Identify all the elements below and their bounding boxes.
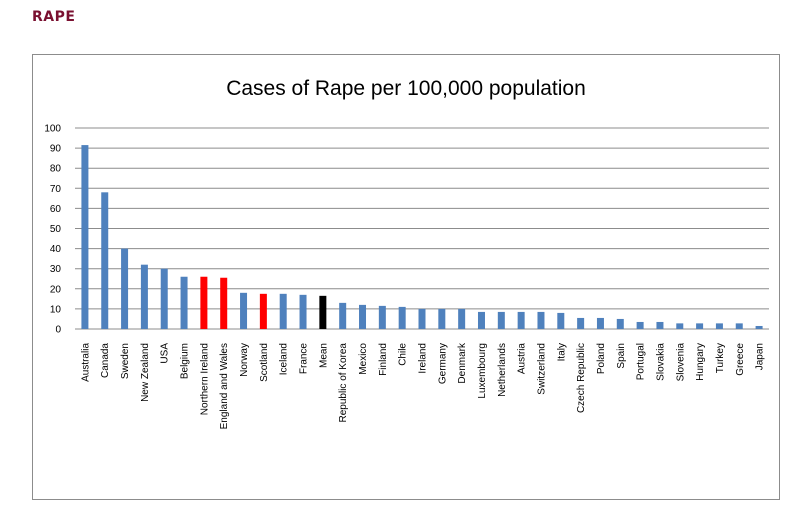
y-tick-label: 50 (50, 224, 62, 235)
x-tick-label: Czech Republic (576, 343, 587, 413)
bar-japan (755, 325, 763, 329)
bar-sweden (121, 248, 129, 329)
x-tick-label: Luxembourg (477, 343, 488, 399)
bar-new-zealand (140, 264, 148, 329)
x-tick-label: New Zealand (140, 343, 151, 402)
bar-mexico (359, 304, 367, 329)
bar-finland (378, 305, 386, 329)
y-tick-label: 80 (50, 164, 62, 175)
x-tick-label: Mexico (358, 343, 369, 375)
bar-iceland (279, 293, 287, 329)
y-tick-label: 100 (44, 124, 61, 135)
bar-austria (517, 311, 525, 329)
x-tick-label: Slovakia (655, 343, 666, 381)
y-axis-tick-labels: 0 10 20 30 40 50 60 70 80 90 100 (44, 124, 61, 336)
bar-hungary (696, 323, 704, 329)
x-tick-label: Italy (556, 343, 567, 361)
bar-republic-of-korea (339, 302, 347, 329)
x-tick-label: Ireland (418, 343, 429, 374)
bar-england-and-wales (220, 277, 228, 329)
bars (81, 145, 763, 329)
bar-norway (240, 292, 248, 329)
bar-germany (438, 308, 446, 329)
x-tick-label: Norway (239, 343, 250, 377)
x-tick-label: Finland (378, 343, 389, 376)
x-tick-label: Mean (318, 343, 329, 368)
bar-slovenia (676, 323, 684, 329)
x-tick-label: Canada (100, 343, 111, 378)
y-tick-label: 20 (50, 284, 62, 295)
x-tick-label: Germany (437, 343, 448, 384)
x-tick-label: USA (160, 343, 171, 364)
bar-mean (319, 295, 327, 329)
x-tick-label: Sweden (120, 343, 131, 379)
x-tick-label: Turkey (715, 343, 726, 373)
bar-italy (557, 312, 565, 329)
x-tick-label: Greece (735, 343, 746, 376)
x-tick-label: Belgium (180, 343, 191, 379)
bar-luxembourg (477, 311, 485, 329)
y-tick-label: 70 (50, 184, 62, 195)
bar-ireland (418, 308, 426, 329)
bar-scotland (259, 293, 267, 329)
x-tick-label: Denmark (457, 342, 468, 384)
x-axis-tick-labels: Australia Canada Sweden New Zealand USA Belgi… (80, 342, 765, 429)
y-tick-label: 10 (50, 304, 62, 315)
x-tick-label: Austria (517, 343, 528, 375)
bar-australia (81, 145, 89, 329)
chart-frame: Cases of Rape per 100,000 population 0 10… (32, 54, 780, 500)
y-tick-label: 30 (50, 264, 62, 275)
x-tick-label: Scotland (259, 343, 270, 382)
x-tick-label: Hungary (695, 343, 706, 381)
x-tick-label: Poland (596, 343, 607, 374)
x-tick-label: England and Wales (219, 343, 230, 429)
y-tick-label: 90 (50, 144, 62, 155)
x-tick-label: Netherlands (497, 343, 508, 397)
bar-greece (735, 323, 743, 329)
bar-spain (616, 318, 624, 329)
y-tick-label: 40 (50, 244, 62, 255)
x-tick-label: France (299, 343, 310, 375)
bar-switzerland (537, 311, 545, 329)
bar-canada (101, 192, 109, 329)
bar-turkey (715, 323, 723, 329)
bar-slovakia (656, 321, 664, 329)
bar-poland (596, 317, 604, 329)
x-tick-label: Portugal (636, 343, 647, 380)
x-tick-label: Chile (398, 343, 409, 366)
x-tick-label: Japan (755, 343, 766, 370)
x-tick-label: Spain (616, 343, 627, 369)
y-tick-label: 0 (55, 325, 61, 336)
x-tick-label: Northern Ireland (199, 343, 210, 415)
bar-france (299, 294, 307, 329)
bar-chart: Cases of Rape per 100,000 population 0 10… (44, 77, 769, 429)
x-tick-label: Switzerland (536, 343, 547, 395)
bar-belgium (180, 276, 188, 329)
x-tick-label: Iceland (279, 343, 290, 375)
x-tick-label: Republic of Korea (338, 343, 349, 423)
y-tick-label: 60 (50, 204, 62, 215)
bar-chile (398, 306, 406, 329)
bar-netherlands (497, 311, 505, 329)
x-tick-label: Slovenia (675, 343, 686, 382)
bar-czech-republic (577, 317, 585, 329)
page-heading: RAPE (32, 9, 76, 25)
x-tick-label: Australia (80, 343, 91, 382)
bar-portugal (636, 321, 644, 329)
gridlines (75, 127, 769, 330)
bar-northern-ireland (200, 276, 208, 329)
bar-denmark (458, 308, 466, 329)
bar-usa (160, 268, 168, 329)
chart-title: Cases of Rape per 100,000 population (226, 77, 586, 100)
